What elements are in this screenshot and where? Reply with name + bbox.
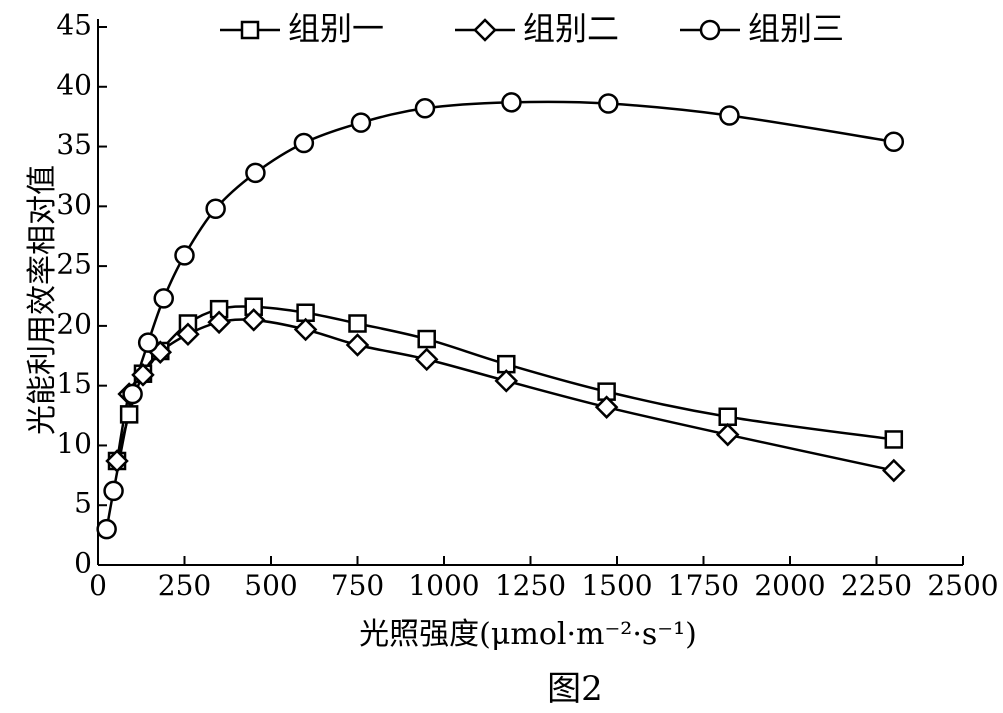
data-point-series-3 xyxy=(205,198,226,219)
x-tick-label: 250 xyxy=(158,569,211,602)
legend: 组别一 组别二 组别三 xyxy=(220,10,844,48)
x-axis-title: 光照强度(μmol·m⁻²·s⁻¹) xyxy=(359,617,697,652)
data-point-series-3 xyxy=(103,480,124,502)
legend-label-1: 组别一 xyxy=(288,10,384,48)
data-point-series-2 xyxy=(176,322,200,347)
x-tick-label: 1750 xyxy=(668,569,739,602)
data-point-series-3 xyxy=(293,132,315,154)
x-tick-label: 500 xyxy=(244,569,297,602)
y-tick-label: 30 xyxy=(56,188,92,221)
data-point-series-3 xyxy=(414,98,436,119)
legend-label-3: 组别三 xyxy=(748,10,844,48)
data-point-series-3 xyxy=(96,518,117,540)
data-point-series-1 xyxy=(884,430,904,449)
axes: 0 5 10 15 20 25 30 35 40 45 0 250 500 750 1000 1250 1500… xyxy=(56,9,998,603)
x-tick-label: 1250 xyxy=(495,569,566,602)
y-tick-label: 25 xyxy=(56,248,92,281)
data-point-series-3 xyxy=(137,332,159,353)
x-tick-label: 1500 xyxy=(581,569,652,602)
data-point-series-3 xyxy=(153,288,174,309)
legend-marker-2 xyxy=(473,18,497,42)
data-point-series-2 xyxy=(715,422,740,447)
data-point-series-2 xyxy=(345,333,370,357)
legend-marker-3 xyxy=(699,19,721,41)
legend-marker-1 xyxy=(240,20,260,40)
x-tick-label: 2000 xyxy=(754,569,825,602)
y-tick-label: 45 xyxy=(56,9,92,42)
legend-label-2: 组别二 xyxy=(523,10,619,48)
data-point-series-3 xyxy=(501,92,522,113)
x-tick-label: 2500 xyxy=(927,569,998,602)
x-tick-label: 0 xyxy=(89,569,107,602)
figure-caption: 图2 xyxy=(547,669,603,709)
data-point-series-2 xyxy=(207,310,231,335)
data-point-series-3 xyxy=(245,162,266,184)
y-tick-label: 20 xyxy=(56,307,92,340)
y-tick-label: 5 xyxy=(74,487,92,520)
y-tick-label: 40 xyxy=(56,68,92,101)
data-point-series-1 xyxy=(119,405,139,424)
series-line-2 xyxy=(115,318,895,472)
y-tick-label: 0 xyxy=(74,547,92,580)
data-point-series-1 xyxy=(718,407,737,427)
data-point-series-2 xyxy=(241,308,266,332)
data-point-series-3 xyxy=(598,93,619,114)
series-layer xyxy=(96,92,906,540)
series-line-1 xyxy=(115,305,894,462)
data-point-series-3 xyxy=(719,105,740,126)
y-tick-label: 15 xyxy=(56,367,92,400)
data-point-series-2 xyxy=(882,458,906,483)
x-tick-label: 750 xyxy=(331,569,384,602)
data-point-series-2 xyxy=(105,449,129,473)
data-point-series-2 xyxy=(414,347,439,372)
data-point-series-2 xyxy=(494,369,519,393)
data-point-series-2 xyxy=(293,317,318,342)
data-point-series-3 xyxy=(174,245,195,266)
data-point-series-3 xyxy=(883,131,905,153)
data-point-series-3 xyxy=(122,383,143,405)
y-axis-title: 光能利用效率相对值 xyxy=(25,165,60,435)
y-tick-label: 10 xyxy=(56,427,92,460)
y-tick-label: 35 xyxy=(56,128,92,161)
x-tick-label: 1000 xyxy=(408,569,479,602)
data-point-series-1 xyxy=(348,314,367,333)
data-point-series-2 xyxy=(131,363,155,387)
x-tick-label: 2250 xyxy=(841,569,912,602)
data-point-series-2 xyxy=(594,395,619,419)
data-point-series-3 xyxy=(350,112,372,133)
data-point-series-1 xyxy=(417,329,436,349)
